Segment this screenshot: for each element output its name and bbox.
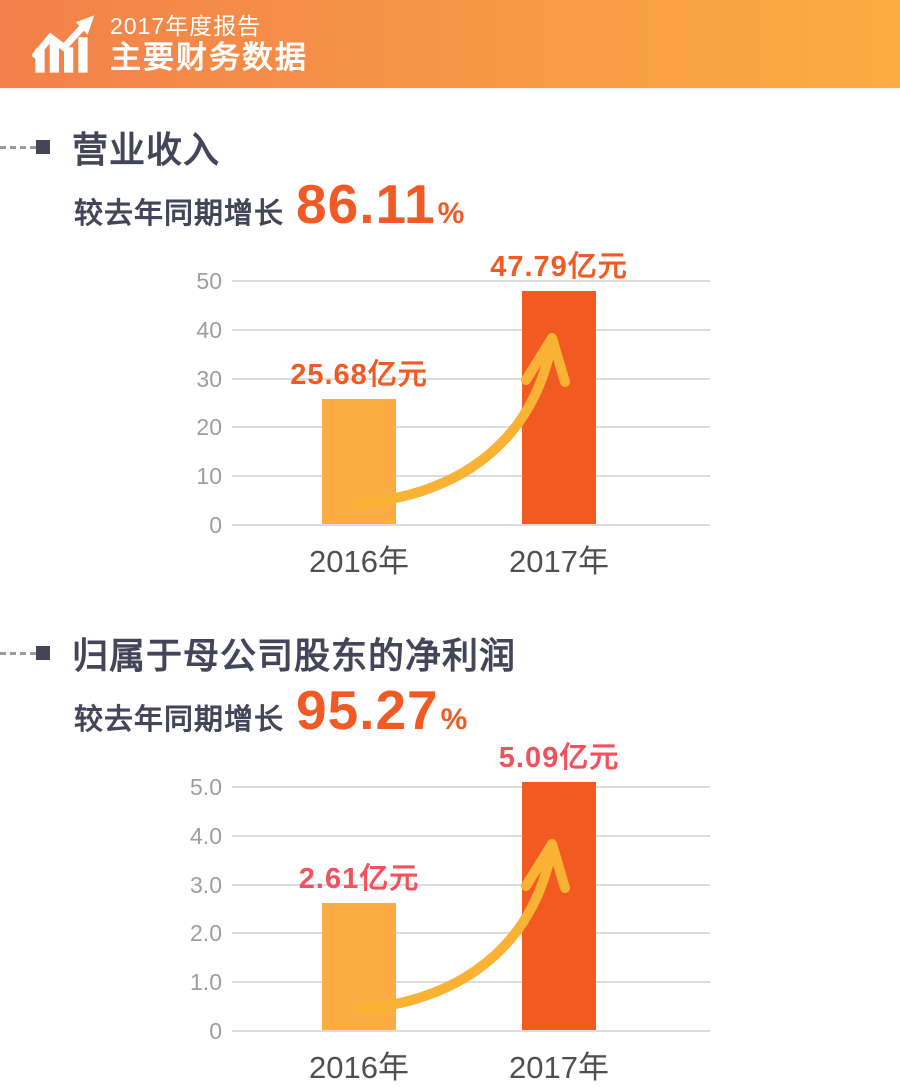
main-content: 营业收入 较去年同期增长 86.11 % 0 10 20 30 40 50 25.68亿元 4… — [0, 124, 900, 1085]
gridline — [232, 524, 710, 526]
gridline — [232, 426, 710, 429]
growth-unit: % — [437, 197, 465, 230]
x-tick-label: 2016年 — [309, 544, 409, 579]
square-bullet-icon — [36, 646, 50, 660]
y-tick-label: 0 — [209, 1018, 222, 1044]
gridline — [232, 932, 710, 935]
x-tick-label: 2017年 — [509, 544, 609, 579]
x-tick-label: 2016年 — [309, 1050, 409, 1085]
x-tick-label: 2017年 — [509, 1050, 609, 1085]
report-year-title: 2017年度报告 — [110, 13, 262, 39]
gridline — [232, 981, 710, 984]
y-tick-label: 30 — [196, 365, 222, 392]
value-label: 47.79亿元 — [490, 250, 628, 283]
growth-chart-icon — [32, 12, 96, 76]
square-bullet-icon — [36, 140, 50, 154]
plot-area: 0 10 20 30 40 50 25.68亿元 47.79亿元 — [196, 234, 710, 538]
y-tick-label: 50 — [196, 268, 222, 294]
y-tick-label: 5.0 — [190, 774, 222, 800]
y-tick-label: 0 — [209, 512, 222, 538]
gridline — [232, 280, 710, 282]
dash-line-decoration — [0, 145, 36, 149]
growth-prefix: 较去年同期增长 — [74, 704, 285, 736]
revenue-bar-chart: 0 10 20 30 40 50 25.68亿元 47.79亿元 2016年 2017年 — [196, 234, 900, 579]
growth-value: 86.11 — [296, 173, 436, 235]
growth-prefix: 较去年同期增长 — [74, 198, 285, 230]
value-label: 5.09亿元 — [498, 741, 620, 774]
header: 2017年度报告 主要财务数据 — [0, 0, 900, 88]
y-tick-label: 10 — [196, 463, 222, 490]
bar-2016年 — [322, 902, 396, 1030]
section-title: 营业收入 — [72, 129, 221, 170]
gridline — [232, 475, 710, 478]
y-tick-label: 20 — [196, 414, 222, 441]
gridline — [232, 1030, 710, 1032]
bar-2016年 — [322, 398, 396, 524]
section-title: 归属于母公司股东的净利润 — [72, 635, 517, 676]
header-titles: 2017年度报告 主要财务数据 — [110, 12, 308, 76]
bar-2017年 — [522, 781, 596, 1030]
dash-line-decoration — [0, 651, 36, 655]
y-tick-label: 4.0 — [190, 822, 222, 849]
growth-value: 95.27 — [296, 679, 439, 741]
section-net-profit: 归属于母公司股东的净利润 较去年同期增长 95.27 % — [0, 630, 900, 741]
value-label: 2.61亿元 — [298, 862, 420, 895]
growth-unit: % — [440, 703, 468, 736]
y-tick-label: 2.0 — [190, 920, 222, 947]
growth-line: 较去年同期增长 86.11 % — [74, 172, 900, 235]
plot-area: 0 1.0 2.0 3.0 4.0 5.0 2.61亿元 5.09亿元 — [190, 740, 710, 1044]
gridline — [232, 834, 710, 837]
y-tick-label: 3.0 — [190, 871, 222, 898]
y-tick-label: 40 — [196, 316, 222, 343]
page-title: 主要财务数据 — [110, 40, 308, 75]
value-label: 25.68亿元 — [290, 358, 428, 391]
section-revenue: 营业收入 较去年同期增长 86.11 % — [0, 124, 900, 235]
bar-2017年 — [522, 290, 596, 524]
gridline — [232, 786, 710, 788]
x-axis-labels: 2016年 2017年 — [232, 1038, 710, 1085]
section-net-profit-heading: 归属于母公司股东的净利润 — [0, 630, 900, 676]
y-tick-label: 1.0 — [190, 969, 222, 996]
gridline — [232, 328, 710, 331]
net-profit-bar-chart: 0 1.0 2.0 3.0 4.0 5.0 2.61亿元 5.09亿元 2016年 2017年 — [190, 740, 900, 1085]
growth-line: 较去年同期增长 95.27 % — [74, 678, 900, 741]
x-axis-labels: 2016年 2017年 — [232, 532, 710, 579]
section-revenue-heading: 营业收入 — [0, 124, 900, 170]
